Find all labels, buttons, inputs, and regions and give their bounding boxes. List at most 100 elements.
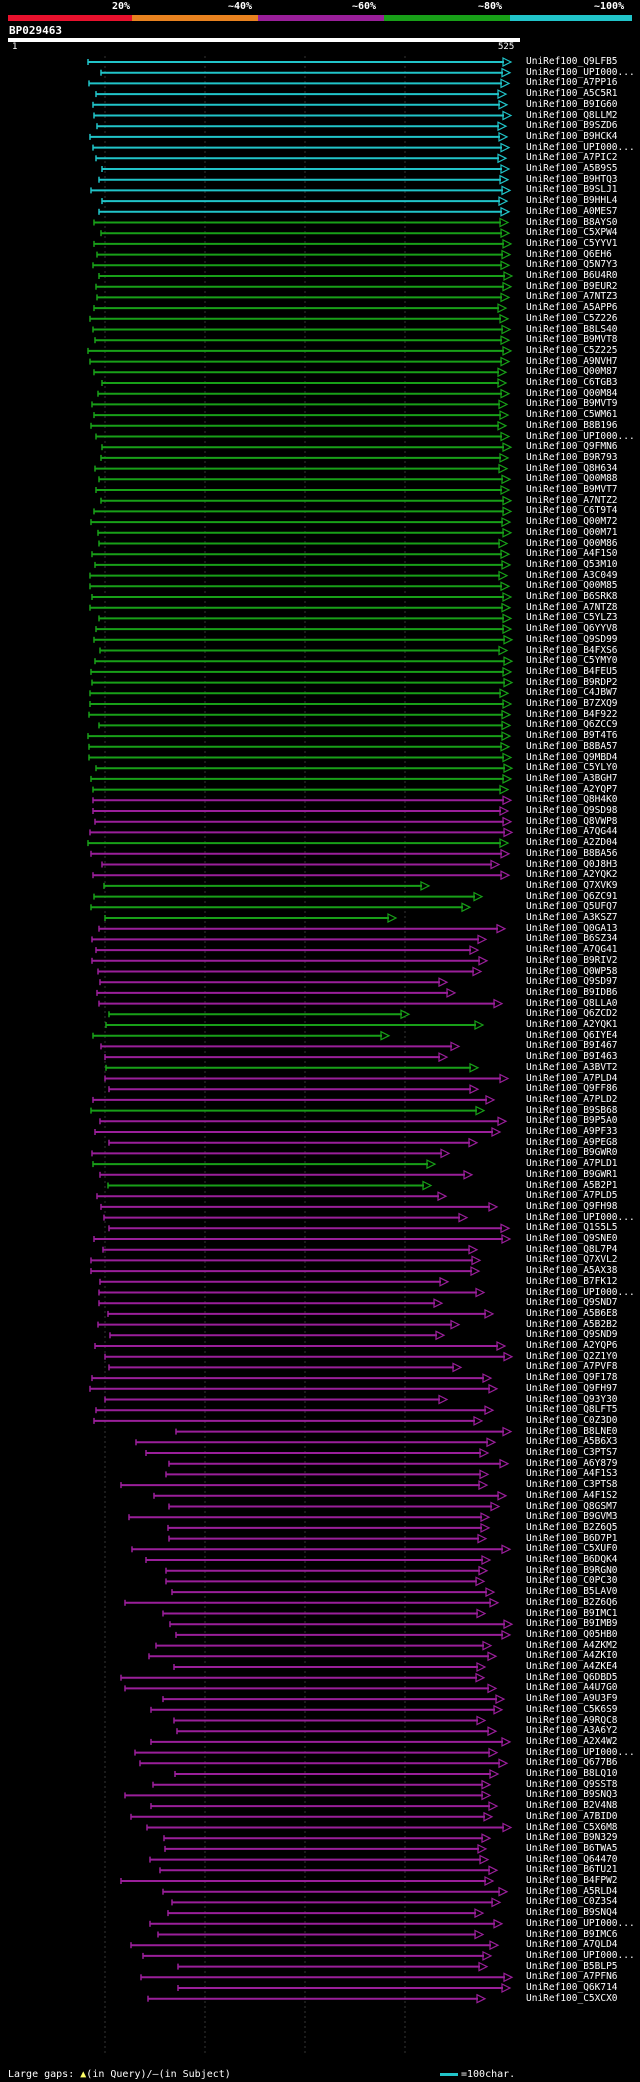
hit-bar[interactable] xyxy=(98,271,514,281)
hit-bar[interactable] xyxy=(173,1715,487,1726)
hit-bar[interactable] xyxy=(102,1244,479,1255)
hit-label[interactable]: UniRef100_A7PFN6 xyxy=(526,1971,618,1983)
hit-label[interactable]: UniRef100_A7PLD5 xyxy=(526,1190,618,1202)
hit-label[interactable]: UniRef100_B9IDB6 xyxy=(526,986,618,998)
hit-label[interactable]: UniRef100_C5XPW4 xyxy=(526,227,618,239)
hit-label[interactable]: UniRef100_UPI000... xyxy=(526,1917,635,1929)
hit-label[interactable]: UniRef100_A3BGH7 xyxy=(526,772,618,784)
hit-label[interactable]: UniRef100_B9SB68 xyxy=(526,1104,618,1116)
hit-bar[interactable] xyxy=(140,1972,514,1983)
hit-label[interactable]: UniRef100_A5APP6 xyxy=(526,302,618,314)
hit-label[interactable]: UniRef100_Q7XVK9 xyxy=(526,879,618,891)
hit-bar[interactable] xyxy=(93,238,513,249)
hit-label[interactable]: UniRef100_B9P5A0 xyxy=(526,1115,618,1127)
hit-label[interactable]: UniRef100_A7PP16 xyxy=(526,77,618,89)
hit-label[interactable]: UniRef100_Q8H634 xyxy=(526,462,618,474)
hit-bar[interactable] xyxy=(173,1662,487,1672)
hit-bar[interactable] xyxy=(93,410,510,421)
hit-label[interactable]: UniRef100_UPI000... xyxy=(526,1211,635,1223)
hit-bar[interactable] xyxy=(150,1801,499,1812)
hit-bar[interactable] xyxy=(104,1394,449,1405)
hit-bar[interactable] xyxy=(90,1255,482,1266)
hit-label[interactable]: UniRef100_A6Y879 xyxy=(526,1457,618,1469)
hit-label[interactable]: UniRef100_B9MVT9 xyxy=(526,398,618,410)
hit-bar[interactable] xyxy=(91,677,514,688)
hit-label[interactable]: UniRef100_A5B6E8 xyxy=(526,1307,618,1319)
hit-bar[interactable] xyxy=(99,977,449,988)
hit-label[interactable]: UniRef100_C5X6M8 xyxy=(526,1821,618,1833)
hit-bar[interactable] xyxy=(94,1341,507,1351)
hit-label[interactable]: UniRef100_B6U4R0 xyxy=(526,270,618,281)
hit-bar[interactable] xyxy=(92,870,511,881)
hit-label[interactable]: UniRef100_Q6ZC91 xyxy=(526,890,618,902)
hit-label[interactable]: UniRef100_Q8LLA0 xyxy=(526,997,618,1009)
hit-label[interactable]: UniRef100_B9N329 xyxy=(526,1832,618,1844)
hit-bar[interactable] xyxy=(89,688,510,699)
hit-bar[interactable] xyxy=(97,527,513,538)
hit-label[interactable]: UniRef100_C0PC30 xyxy=(526,1575,618,1587)
hit-bar[interactable] xyxy=(98,174,510,185)
hit-label[interactable]: UniRef100_B2Z6Q6 xyxy=(526,1596,618,1608)
hit-label[interactable]: UniRef100_B2Z6Q5 xyxy=(526,1521,618,1533)
hit-bar[interactable] xyxy=(96,249,512,260)
hit-bar[interactable] xyxy=(96,1191,448,1202)
hit-bar[interactable] xyxy=(91,934,488,945)
hit-label[interactable]: UniRef100_A9RQC8 xyxy=(526,1714,618,1726)
hit-label[interactable]: UniRef100_B6SRK8 xyxy=(526,591,618,602)
hit-bar[interactable] xyxy=(95,763,514,774)
hit-label[interactable]: UniRef100_C5YYV1 xyxy=(526,237,618,249)
hit-label[interactable]: UniRef100_B9MVT7 xyxy=(526,484,618,495)
hit-label[interactable]: UniRef100_A3A6Y2 xyxy=(526,1725,618,1737)
hit-bar[interactable] xyxy=(99,645,509,656)
hit-label[interactable]: UniRef100_A7QG41 xyxy=(526,944,618,956)
hit-bar[interactable] xyxy=(98,923,507,934)
hit-bar[interactable] xyxy=(93,506,513,517)
hit-label[interactable]: UniRef100_A3KSZ7 xyxy=(526,912,618,923)
hit-label[interactable]: UniRef100_Q9FH97 xyxy=(526,1382,618,1394)
hit-label[interactable]: UniRef100_Q9SND7 xyxy=(526,1297,618,1309)
hit-bar[interactable] xyxy=(88,78,511,89)
hit-bar[interactable] xyxy=(99,1276,450,1287)
hit-bar[interactable] xyxy=(89,699,513,709)
hit-bar[interactable] xyxy=(94,816,513,827)
hit-bar[interactable] xyxy=(145,1448,490,1458)
hit-label[interactable]: UniRef100_B9IMC6 xyxy=(526,1928,618,1940)
hit-bar[interactable] xyxy=(93,634,514,645)
hit-label[interactable]: UniRef100_B7FK12 xyxy=(526,1275,618,1287)
hit-label[interactable]: UniRef100_C6TGB3 xyxy=(526,377,618,388)
hit-bar[interactable] xyxy=(120,1876,495,1886)
hit-label[interactable]: UniRef100_Q9SD99 xyxy=(526,633,618,645)
hit-label[interactable]: UniRef100_A4F1S3 xyxy=(526,1468,618,1480)
hit-bar[interactable] xyxy=(104,1052,449,1063)
hit-label[interactable]: UniRef100_B7ZXQ9 xyxy=(526,698,618,709)
hit-label[interactable]: UniRef100_A5B6X3 xyxy=(526,1436,618,1448)
hit-label[interactable]: UniRef100_A7PVF8 xyxy=(526,1361,618,1373)
hit-bar[interactable] xyxy=(93,367,508,378)
hit-bar[interactable] xyxy=(104,1351,514,1362)
hit-bar[interactable] xyxy=(104,1073,510,1084)
hit-bar[interactable] xyxy=(98,1298,444,1309)
hit-bar[interactable] xyxy=(89,1383,499,1394)
hit-label[interactable]: UniRef100_Q00M85 xyxy=(526,580,618,592)
hit-bar[interactable] xyxy=(162,1608,487,1619)
hit-bar[interactable] xyxy=(100,452,510,463)
hit-bar[interactable] xyxy=(175,1426,513,1437)
hit-bar[interactable] xyxy=(97,388,511,399)
hit-label[interactable]: UniRef100_Q93Y30 xyxy=(526,1393,618,1405)
hit-bar[interactable] xyxy=(100,495,513,506)
hit-bar[interactable] xyxy=(165,1565,489,1576)
hit-bar[interactable] xyxy=(95,624,513,635)
hit-bar[interactable] xyxy=(176,1726,498,1737)
hit-bar[interactable] xyxy=(94,463,509,474)
hit-label[interactable]: UniRef100_C5YLZ3 xyxy=(526,612,618,624)
hit-label[interactable]: UniRef100_C5XCX0 xyxy=(526,1992,618,2004)
hit-bar[interactable] xyxy=(95,89,508,100)
hit-label[interactable]: UniRef100_C3PTS7 xyxy=(526,1447,618,1458)
hit-label[interactable]: UniRef100_A4F1S0 xyxy=(526,548,618,560)
hit-bar[interactable] xyxy=(139,1758,509,1769)
hit-bar[interactable] xyxy=(108,1009,411,1020)
hit-label[interactable]: UniRef100_A4ZKI0 xyxy=(526,1650,618,1662)
hit-label[interactable]: UniRef100_Q8H4K0 xyxy=(526,794,618,806)
hit-label[interactable]: UniRef100_B9RIV2 xyxy=(526,954,618,966)
hit-bar[interactable] xyxy=(128,1512,491,1523)
